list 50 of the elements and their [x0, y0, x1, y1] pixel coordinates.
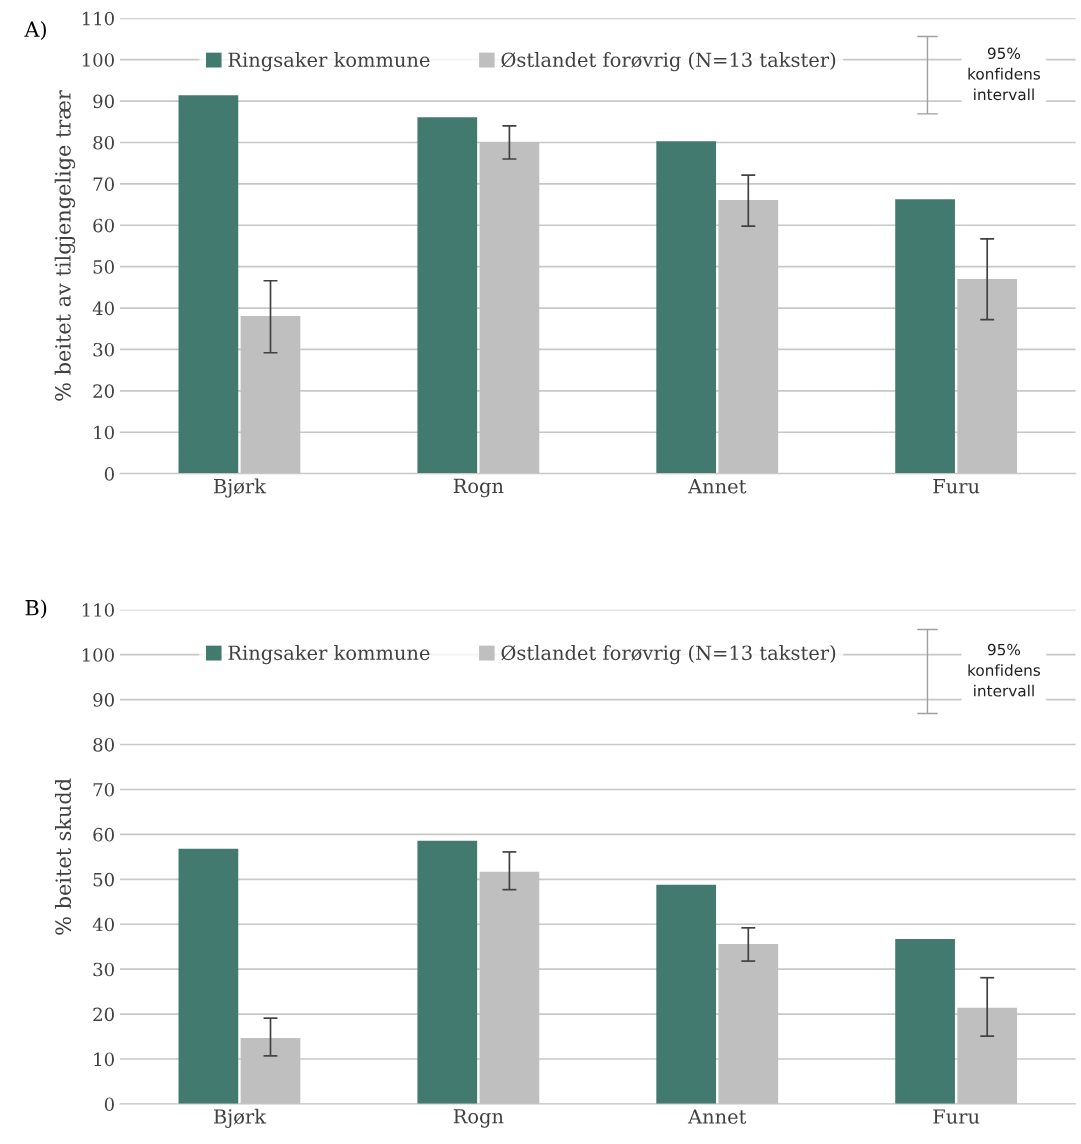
- bar: [178, 848, 239, 1104]
- annotation: 95% konfidens intervall: [968, 47, 1041, 101]
- legend-label: Østlandet forøvrig (N=13 takster): [501, 645, 836, 665]
- y-tick-label: 100: [82, 648, 114, 662]
- x-tick-label: Bjørk: [213, 1108, 267, 1128]
- bar: [656, 141, 717, 474]
- bar: [178, 95, 239, 474]
- chart-title: B): [25, 599, 47, 619]
- y-tick-label: 40: [92, 301, 114, 316]
- legend-label: Østlandet forøvrig (N=13 takster): [501, 52, 836, 72]
- y-tick-label: 90: [93, 693, 114, 707]
- y-tick-label: 50: [93, 872, 114, 887]
- bar: [656, 884, 717, 1104]
- legend-label: Ringsaker kommune: [228, 52, 430, 72]
- bar: [895, 939, 955, 1104]
- x-tick-label: Rogn: [453, 1109, 504, 1128]
- x-tick-label: Annet: [687, 479, 747, 494]
- y-tick-label: 0: [104, 467, 114, 481]
- annotation: 95% konfidens intervall: [968, 643, 1041, 697]
- y-tick-label: 90: [93, 94, 114, 109]
- y-tick-label: 30: [93, 342, 114, 357]
- y-axis-title: % beitet skudd: [54, 778, 72, 935]
- x-tick-label: Furu: [933, 479, 980, 494]
- y-tick-label: 60: [93, 827, 114, 842]
- bar: [417, 117, 478, 474]
- y-axis-title: % beitet av tilgjengelige trær: [54, 90, 76, 401]
- y-tick-label: 80: [93, 738, 114, 752]
- x-tick-label: Annet: [687, 1109, 747, 1124]
- bar: [417, 840, 478, 1104]
- x-tick-label: Furu: [933, 1109, 980, 1124]
- y-tick-label: 110: [82, 603, 114, 617]
- y-tick-label: 50: [93, 260, 114, 274]
- y-tick-label: 110: [82, 11, 114, 26]
- y-tick-label: 100: [82, 53, 114, 67]
- y-tick-label: 70: [93, 782, 114, 797]
- y-tick-label: 80: [93, 135, 114, 150]
- bar: [895, 199, 955, 474]
- y-tick-label: 20: [93, 384, 114, 398]
- y-tick-label: 60: [93, 218, 114, 233]
- x-tick-label: Rogn: [453, 478, 504, 498]
- y-tick-label: 20: [93, 1007, 114, 1022]
- legend-label: Ringsaker kommune: [228, 645, 430, 665]
- y-tick-label: 30: [93, 962, 114, 977]
- y-tick-label: 40: [92, 917, 114, 932]
- x-tick-label: Bjørk: [213, 478, 267, 498]
- chart-title: A): [24, 20, 46, 40]
- y-tick-label: 0: [104, 1097, 114, 1112]
- y-tick-label: 10: [94, 1052, 114, 1067]
- y-tick-label: 10: [94, 425, 114, 440]
- y-tick-label: 70: [93, 177, 114, 191]
